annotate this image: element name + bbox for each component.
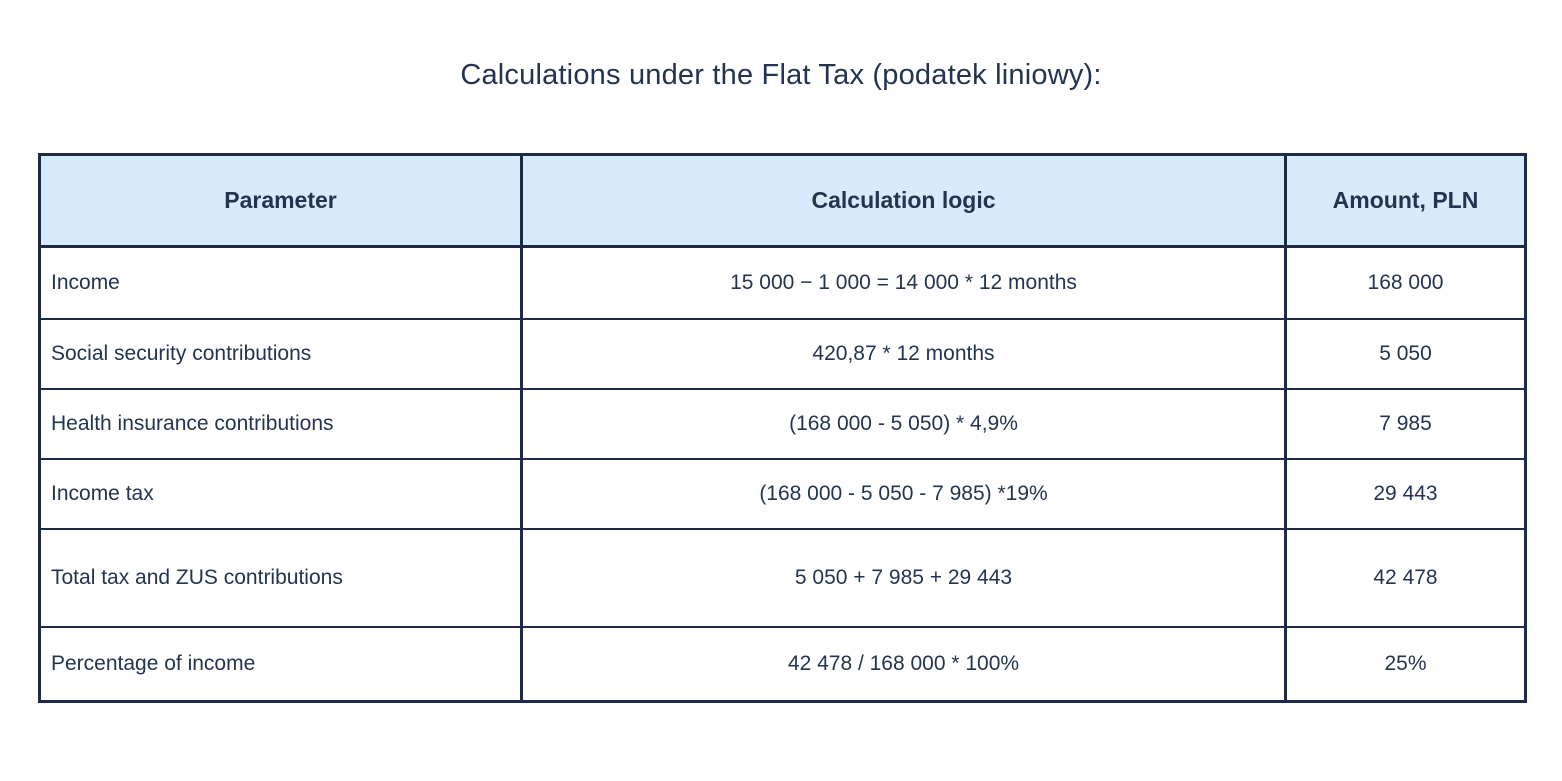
amount-cell: 29 443 <box>1284 457 1527 530</box>
calculation-logic-cell: 15 000 − 1 000 = 14 000 * 12 months <box>520 245 1287 320</box>
parameter-cell: Total tax and ZUS contributions <box>38 527 523 628</box>
parameter-cell: Health insurance contributions <box>38 387 523 460</box>
table-row: Percentage of income 42 478 / 168 000 * … <box>38 625 1527 703</box>
calculation-logic-cell: 5 050 + 7 985 + 29 443 <box>520 527 1287 628</box>
table-row: Income 15 000 − 1 000 = 14 000 * 12 mont… <box>38 245 1527 320</box>
table-row: Health insurance contributions (168 000 … <box>38 387 1527 460</box>
amount-cell: 168 000 <box>1284 245 1527 320</box>
column-header-parameter: Parameter <box>38 153 523 248</box>
table-header-row: Parameter Calculation logic Amount, PLN <box>38 153 1527 248</box>
parameter-cell: Income <box>38 245 523 320</box>
table-row: Total tax and ZUS contributions 5 050 + … <box>38 527 1527 628</box>
amount-cell: 42 478 <box>1284 527 1527 628</box>
page-title: Calculations under the Flat Tax (podatek… <box>460 59 1102 91</box>
table-row: Income tax (168 000 - 5 050 - 7 985) *19… <box>38 457 1527 530</box>
amount-cell: 25% <box>1284 625 1527 703</box>
calculation-logic-cell: (168 000 - 5 050) * 4,9% <box>520 387 1287 460</box>
parameter-cell: Social security contributions <box>38 317 523 390</box>
column-header-calculation-logic: Calculation logic <box>520 153 1287 248</box>
calculation-logic-cell: 42 478 / 168 000 * 100% <box>520 625 1287 703</box>
calculation-logic-cell: (168 000 - 5 050 - 7 985) *19% <box>520 457 1287 530</box>
table-row: Social security contributions 420,87 * 1… <box>38 317 1527 390</box>
amount-cell: 7 985 <box>1284 387 1527 460</box>
calculation-logic-cell: 420,87 * 12 months <box>520 317 1287 390</box>
column-header-amount-pln: Amount, PLN <box>1284 153 1527 248</box>
parameter-cell: Income tax <box>38 457 523 530</box>
amount-cell: 5 050 <box>1284 317 1527 390</box>
parameter-cell: Percentage of income <box>38 625 523 703</box>
flat-tax-table: Parameter Calculation logic Amount, PLN … <box>38 153 1527 703</box>
